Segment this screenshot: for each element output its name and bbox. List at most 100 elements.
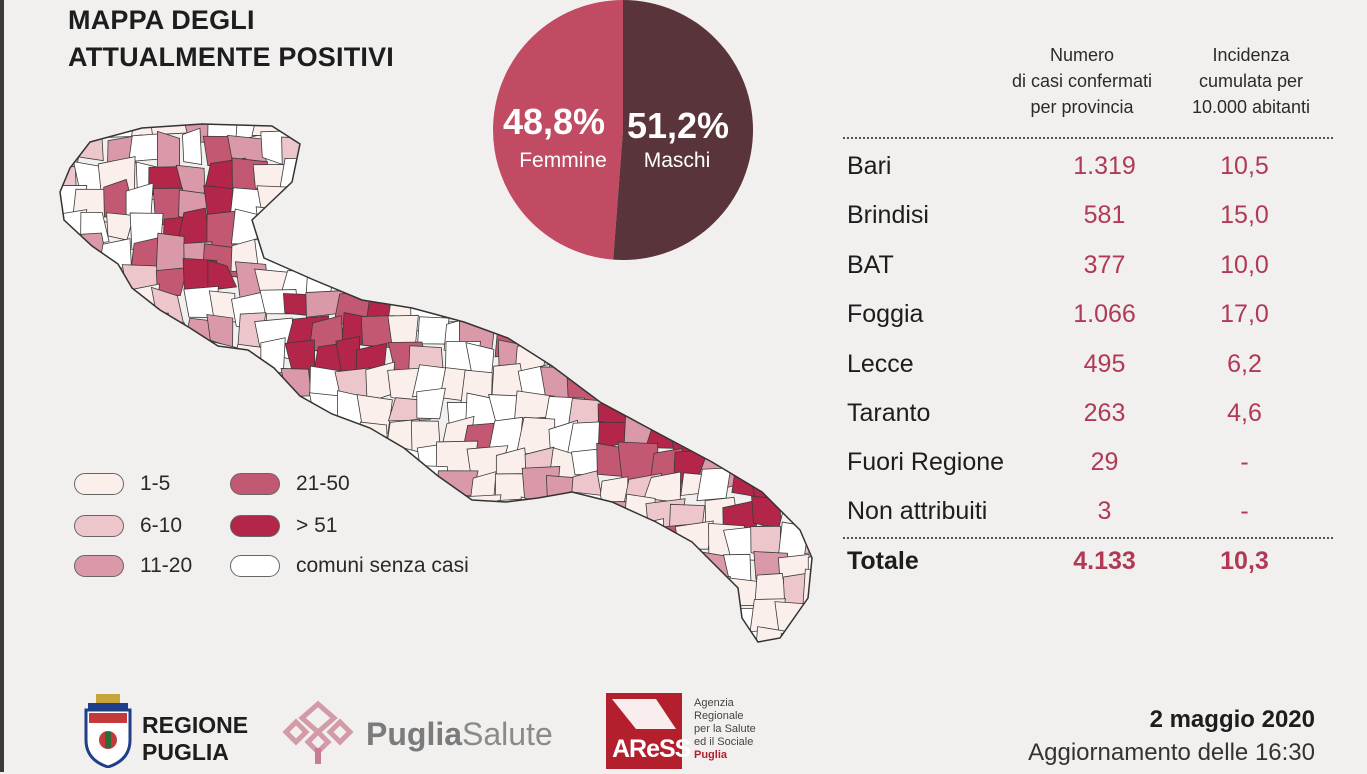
municipality-cell xyxy=(414,124,457,144)
municipality-cell xyxy=(308,421,338,450)
municipality-cell xyxy=(798,471,812,510)
municipality-cell xyxy=(697,124,731,148)
left-border xyxy=(0,0,4,772)
municipality-cell xyxy=(200,606,235,638)
municipality-cell xyxy=(776,291,812,327)
municipality-cell xyxy=(409,626,449,642)
municipality-cell xyxy=(471,133,504,174)
municipality-cell xyxy=(354,421,389,455)
municipality-cell xyxy=(381,598,416,636)
municipality-cell xyxy=(470,604,497,641)
incidence-value: - xyxy=(1240,497,1249,525)
incidence-value: 17,0 xyxy=(1220,300,1269,328)
municipality-cell xyxy=(701,156,736,187)
municipality-cell xyxy=(722,268,761,305)
aress-line: ed il Sociale xyxy=(694,736,754,748)
regione-line-1: REGIONE xyxy=(142,712,249,738)
municipality-cell xyxy=(76,257,107,298)
municipality-cell xyxy=(802,393,812,430)
incidence-value: 10,5 xyxy=(1220,152,1269,180)
municipality-cell xyxy=(516,156,554,198)
municipality-cell xyxy=(333,598,369,629)
legend-label: 21-50 xyxy=(296,472,350,495)
municipality-cell xyxy=(182,127,203,165)
municipality-cell xyxy=(801,423,812,463)
aress-line: Agenzia xyxy=(694,697,734,709)
municipality-cell xyxy=(72,603,114,642)
municipality-cell xyxy=(130,597,160,637)
municipality-cell xyxy=(569,139,611,177)
municipality-cell xyxy=(105,344,139,369)
municipality-cell xyxy=(646,368,678,406)
municipality-cell xyxy=(440,627,481,642)
municipality-cell xyxy=(775,470,812,511)
municipality-cell xyxy=(652,213,679,253)
municipality-cell xyxy=(726,312,768,345)
municipality-cell xyxy=(539,499,576,526)
municipality-cell xyxy=(780,335,812,375)
municipality-cell xyxy=(699,187,737,220)
municipality-cell xyxy=(627,217,667,252)
municipality-cell xyxy=(60,258,87,297)
municipality-cell xyxy=(336,232,375,267)
municipality-cell xyxy=(433,234,476,265)
municipality-cell xyxy=(701,627,736,642)
legend-swatch xyxy=(230,515,280,537)
municipality-cell xyxy=(158,389,192,420)
municipality-cell xyxy=(800,164,812,191)
municipality-cell xyxy=(128,364,165,401)
municipality-cell xyxy=(747,154,785,192)
municipality-cell xyxy=(593,578,632,610)
municipality-cell xyxy=(695,369,726,413)
municipality-cell xyxy=(464,629,499,642)
municipality-cell xyxy=(76,312,109,353)
municipality-cell xyxy=(181,370,220,410)
province-name: Non attribuiti xyxy=(847,497,988,525)
table-row: BAT 377 10,0 xyxy=(847,251,1333,291)
municipality-cell xyxy=(772,182,804,223)
municipality-cell xyxy=(340,211,372,250)
municipality-cell xyxy=(803,449,812,487)
municipality-cell xyxy=(74,292,113,331)
region-outline xyxy=(59,123,813,643)
municipality-cell xyxy=(362,261,404,296)
aress-mark-icon xyxy=(606,693,682,769)
puglia-salute-logo: PugliaSalute xyxy=(282,698,553,771)
total-label: Totale xyxy=(847,547,919,575)
header-line: per provincia xyxy=(1030,97,1134,117)
header-line: cumulata per xyxy=(1198,71,1304,91)
municipality-cell xyxy=(514,626,550,642)
municipality-cell xyxy=(754,626,787,642)
municipality-cell xyxy=(539,523,579,563)
municipality-cell xyxy=(564,603,611,638)
municipality-cell xyxy=(385,262,416,303)
municipality-cell xyxy=(230,631,262,642)
municipality-cell xyxy=(775,124,804,143)
municipality-cell xyxy=(414,182,449,212)
municipality-cell xyxy=(102,318,134,358)
legend-item-11-20: 11-20 xyxy=(74,554,192,578)
municipality-cell xyxy=(360,186,399,222)
municipality-cell xyxy=(773,135,810,177)
municipality-cell xyxy=(619,578,662,609)
municipality-cell xyxy=(467,162,503,200)
municipality-cell xyxy=(809,290,812,328)
municipality-cell xyxy=(491,124,523,138)
municipality-cell xyxy=(523,607,557,637)
municipality-cell xyxy=(721,344,765,378)
legend-swatch xyxy=(74,473,124,495)
municipality-cell xyxy=(225,394,259,429)
municipality-cell xyxy=(576,155,613,193)
municipality-cell xyxy=(670,135,715,171)
legend-label: comuni senza casi xyxy=(296,554,469,577)
cases-value: 495 xyxy=(1083,350,1126,378)
municipality-cell xyxy=(148,124,189,136)
municipality-cell xyxy=(802,568,812,613)
legend-item-no-cases: comuni senza casi xyxy=(230,554,469,578)
municipality-cell xyxy=(753,132,791,171)
municipality-cell xyxy=(808,214,812,250)
municipality-cell xyxy=(519,519,560,557)
municipality-cell xyxy=(593,212,632,251)
municipality-cell xyxy=(489,205,521,248)
regione-puglia-logo: REGIONE PUGLIA xyxy=(82,694,248,773)
